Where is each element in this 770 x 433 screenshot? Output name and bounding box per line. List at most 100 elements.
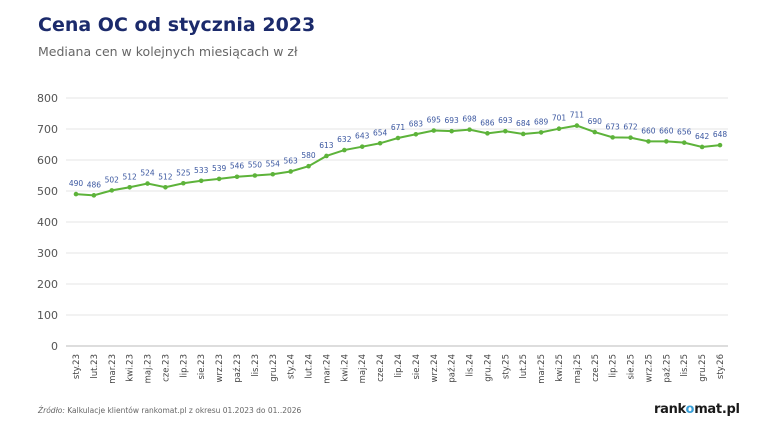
data-label: 554	[266, 159, 281, 168]
x-tick-label: cze.25	[591, 354, 601, 382]
y-tick-label: 0	[51, 340, 58, 353]
data-point	[556, 126, 562, 131]
data-point	[145, 181, 150, 186]
data-label: 502	[105, 175, 120, 184]
source-text: Kalkulacje klientów rankomat.pl z okresu…	[64, 406, 302, 415]
data-point	[467, 127, 472, 132]
data-label: 671	[391, 123, 406, 132]
data-point	[574, 123, 580, 128]
data-point	[163, 184, 168, 190]
data-label: 642	[695, 132, 710, 141]
x-tick-label: gru.23	[269, 354, 279, 382]
data-point	[503, 128, 508, 134]
data-point	[664, 139, 669, 144]
x-tick-label: maj.25	[573, 354, 583, 383]
data-point	[324, 153, 329, 159]
x-tick-label: kwi.24	[340, 354, 350, 382]
data-point	[610, 135, 615, 140]
data-label: 686	[480, 118, 495, 127]
x-tick-label: sie.24	[412, 354, 422, 380]
x-tick-label: lut.24	[305, 354, 315, 379]
data-label: 672	[623, 123, 638, 132]
data-point	[288, 169, 293, 174]
data-point	[216, 176, 222, 182]
data-point	[109, 188, 115, 193]
data-label: 693	[498, 116, 513, 125]
data-label: 546	[230, 162, 245, 171]
data-label: 683	[409, 119, 424, 128]
source-note: Źródło: Kalkulacje klientów rankomat.pl …	[38, 406, 301, 415]
data-label: 656	[677, 128, 692, 137]
x-tick-label: lip.25	[609, 354, 619, 378]
data-point	[181, 180, 186, 186]
data-point	[520, 131, 526, 137]
data-label: 539	[212, 164, 227, 173]
data-label: 533	[194, 166, 209, 175]
x-tick-label: sie.25	[627, 354, 637, 380]
data-label: 613	[319, 141, 334, 150]
x-tick-label: sty.25	[501, 354, 511, 379]
x-tick-label: gru.25	[698, 354, 708, 382]
data-point	[270, 171, 276, 177]
y-tick-label: 400	[37, 216, 58, 229]
x-tick-label: paź.25	[662, 354, 672, 383]
data-label: 660	[659, 126, 674, 135]
data-point	[395, 135, 401, 141]
x-tick-label: mar.24	[322, 354, 332, 384]
data-label: 580	[301, 151, 316, 160]
data-label: 690	[588, 117, 603, 126]
data-label: 563	[284, 156, 299, 165]
data-point	[377, 140, 383, 146]
data-point	[342, 147, 347, 153]
x-tick-label: sty.23	[72, 354, 82, 379]
data-label: 512	[123, 172, 138, 181]
x-tick-label: maj.24	[358, 354, 368, 383]
y-tick-label: 600	[37, 154, 58, 167]
x-tick-label: cze.24	[376, 354, 386, 382]
data-label: 693	[445, 116, 460, 125]
data-point	[449, 128, 454, 134]
data-label: 689	[534, 117, 549, 126]
data-point	[73, 191, 79, 197]
data-point	[538, 130, 544, 135]
x-tick-label: sty.26	[716, 354, 726, 379]
y-tick-label: 800	[37, 92, 58, 105]
chart-title: Cena OC od stycznia 2023	[38, 14, 316, 36]
x-tick-label: paź.23	[233, 354, 243, 383]
x-tick-label: cze.23	[161, 354, 171, 382]
x-tick-label: sty.24	[287, 354, 297, 379]
data-point	[234, 174, 240, 180]
x-tick-label: lis.24	[466, 354, 476, 377]
x-tick-label: gru.24	[483, 354, 493, 382]
x-tick-label: lut.25	[519, 354, 529, 379]
x-tick-label: maj.23	[144, 354, 154, 383]
data-label: 654	[373, 128, 388, 137]
x-tick-label: lut.23	[90, 354, 100, 379]
data-point	[306, 163, 311, 169]
rankomat-logo: rankomat.pl	[654, 402, 740, 417]
data-point	[413, 131, 419, 137]
x-tick-label: wrz.25	[644, 354, 654, 382]
x-tick-label: kwi.25	[555, 354, 565, 382]
data-label: 490	[69, 179, 84, 188]
x-tick-label: mar.23	[108, 354, 118, 384]
data-label: 632	[337, 135, 352, 144]
data-label: 643	[355, 132, 370, 141]
x-tick-label: wrz.23	[215, 354, 225, 382]
data-label: 698	[462, 115, 477, 124]
data-label: 525	[176, 168, 191, 177]
data-label: 486	[87, 180, 102, 189]
source-label: Źródło:	[38, 406, 65, 415]
data-label: 701	[552, 114, 567, 123]
data-label: 512	[158, 172, 173, 181]
y-tick-label: 300	[37, 247, 58, 260]
data-label: 660	[641, 126, 656, 135]
data-point	[359, 144, 365, 149]
y-tick-label: 500	[37, 185, 58, 198]
data-label: 648	[713, 130, 728, 139]
data-point	[485, 131, 490, 136]
x-tick-label: paź.24	[448, 354, 458, 383]
data-point	[717, 142, 723, 148]
